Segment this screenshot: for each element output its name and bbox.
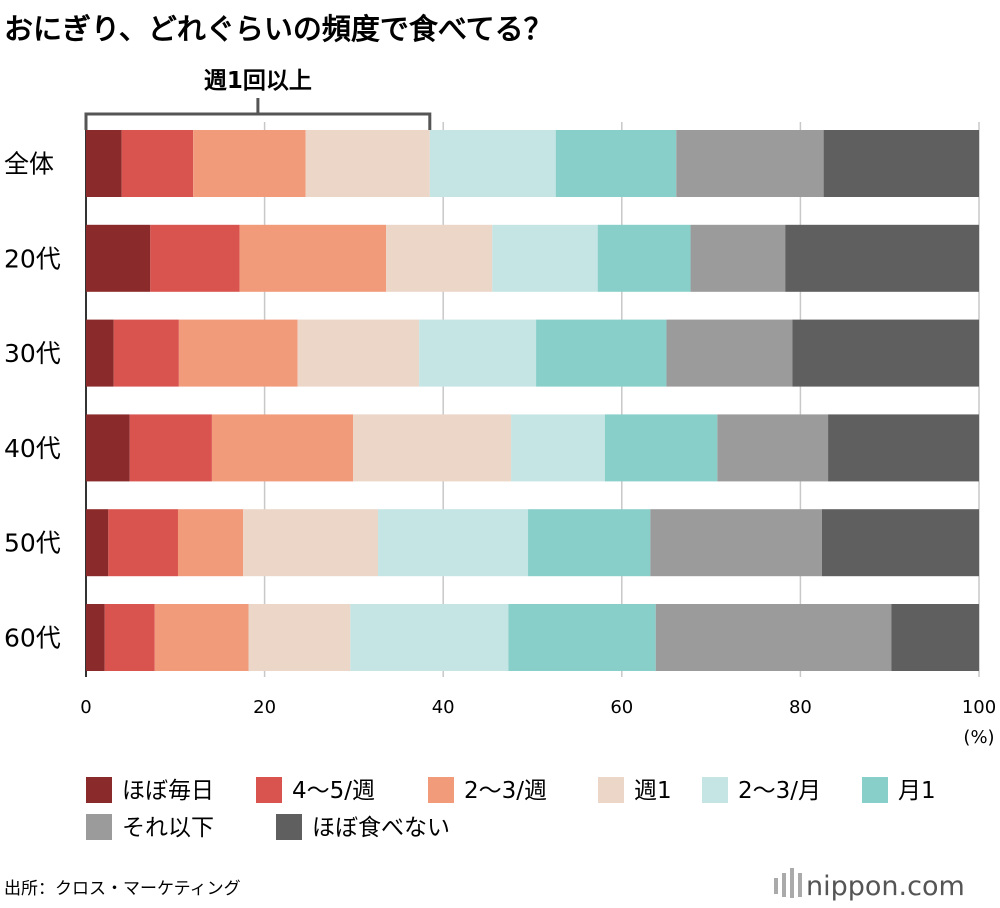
bar-segment <box>386 224 493 292</box>
bar-segment <box>243 509 379 577</box>
bar-segment <box>248 604 351 671</box>
bar-segment <box>86 224 151 292</box>
legend-label: ほぼ毎日 <box>122 778 214 804</box>
bar-segment <box>555 130 677 197</box>
legend: ほぼ毎日 4〜5/週 2〜3/週 週1 2〜3/月 月1 それ以下 ほぼ食べない <box>86 777 936 841</box>
bar-segment <box>129 414 212 482</box>
bar-segment <box>676 130 824 197</box>
legend-label: 週1 <box>634 778 672 804</box>
bar-segment <box>823 130 979 197</box>
category-label: 全体 <box>4 150 54 179</box>
bar-segment <box>508 604 656 671</box>
bracket: 週1回以上 <box>84 68 432 130</box>
bar-segment <box>717 414 829 482</box>
bar-segment <box>178 319 298 387</box>
x-tick-label: 20 <box>253 697 276 718</box>
bar-segment <box>604 414 718 482</box>
bar-segment <box>828 414 979 482</box>
legend-swatch <box>598 777 624 803</box>
bar-segment <box>528 509 651 577</box>
legend-swatch <box>256 777 282 803</box>
category-label: 30代 <box>4 339 61 368</box>
bar-segment <box>536 319 667 387</box>
category-label: 40代 <box>4 434 61 463</box>
bar-segment <box>177 509 244 577</box>
bar-segment <box>492 224 598 292</box>
legend-swatch <box>86 814 112 840</box>
legend-swatch <box>86 777 112 803</box>
x-tick-label: 80 <box>789 697 812 718</box>
x-axis-unit: (%) <box>963 727 994 748</box>
bar-segment <box>108 509 178 577</box>
source-note: 出所：クロス・マーケティング <box>4 879 241 899</box>
bar-segment <box>86 130 122 197</box>
legend-label: 2〜3/月 <box>738 778 821 804</box>
brand-logo: nippon.com <box>774 868 965 902</box>
x-tick-label: 0 <box>80 697 91 718</box>
legend-swatch <box>862 777 888 803</box>
bar-segment <box>86 319 114 387</box>
bar-segment <box>350 604 509 671</box>
chart-title: おにぎり、どれぐらいの頻度で食べてる？ <box>4 12 553 46</box>
bracket-line <box>84 112 432 130</box>
legend-label: それ以下 <box>122 815 214 841</box>
x-tick-label: 100 <box>962 697 996 718</box>
bars <box>86 130 979 671</box>
bar-segment <box>429 130 556 197</box>
bar-segment <box>666 319 793 387</box>
bracket-label: 週1回以上 <box>204 68 312 94</box>
bar-segment <box>211 414 354 482</box>
brand-bar <box>774 878 778 894</box>
bar-segment <box>86 414 130 482</box>
bar-segment <box>297 319 420 387</box>
legend-swatch <box>428 777 454 803</box>
bar-segment <box>419 319 537 387</box>
bar-segment <box>597 224 691 292</box>
bar-segment <box>154 604 249 671</box>
bar-segment <box>239 224 387 292</box>
bar-segment <box>104 604 155 671</box>
bar-segment <box>86 604 105 671</box>
legend-label: ほぼ食べない <box>312 815 450 841</box>
brand-bar <box>782 873 786 897</box>
legend-swatch <box>276 814 302 840</box>
brand-name: nippon <box>806 871 899 902</box>
x-axis-ticks: 0 20 40 60 80 100 <box>80 697 996 718</box>
bar-segment <box>305 130 430 197</box>
brand-bars-icon <box>774 868 802 898</box>
bar-segment <box>821 509 979 577</box>
legend-label: 4〜5/週 <box>292 778 375 804</box>
category-label: 60代 <box>4 624 61 653</box>
brand-bar <box>790 868 794 898</box>
brand-bar <box>798 873 802 897</box>
category-labels: 全体 20代 30代 40代 50代 60代 <box>4 150 61 653</box>
legend-label: 月1 <box>898 778 936 804</box>
bar-segment <box>785 224 979 292</box>
bar-segment <box>121 130 194 197</box>
bar-segment <box>353 414 512 482</box>
bar-segment <box>891 604 979 671</box>
bar-segment <box>511 414 605 482</box>
brand-text: nippon.com <box>806 871 965 902</box>
bar-segment <box>792 319 979 387</box>
bar-segment <box>655 604 892 671</box>
bar-segment <box>193 130 306 197</box>
bar-segment <box>690 224 786 292</box>
x-tick-label: 40 <box>432 697 455 718</box>
grid-lines <box>85 122 980 677</box>
legend-swatch <box>702 777 728 803</box>
bar-segment <box>378 509 529 577</box>
bar-segment <box>150 224 240 292</box>
bar-segment <box>86 509 109 577</box>
x-tick-label: 60 <box>610 697 633 718</box>
bar-segment <box>113 319 179 387</box>
legend-label: 2〜3/週 <box>464 778 547 804</box>
category-label: 20代 <box>4 244 61 273</box>
bar-segment <box>650 509 822 577</box>
brand-suffix: .com <box>899 871 965 902</box>
category-label: 50代 <box>4 529 61 558</box>
